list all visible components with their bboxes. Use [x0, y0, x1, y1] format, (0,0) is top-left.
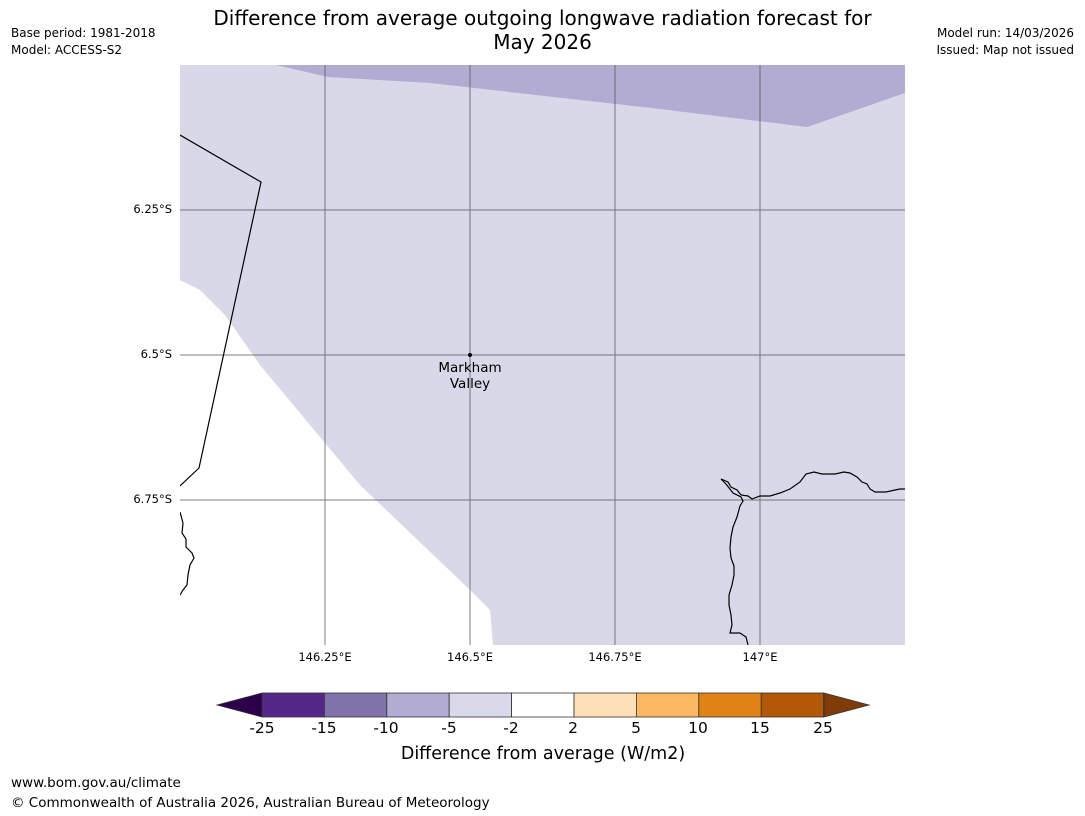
zone-minus10-to-minus5: [276, 65, 905, 127]
colorbar-segment-1: [324, 692, 388, 718]
colorbar-low-extend: [215, 692, 263, 718]
map-title-line1: Difference from average outgoing longwav…: [213, 6, 872, 30]
footer-url[interactable]: www.bom.gov.au/climate: [11, 775, 181, 791]
lon-label-147: 147°E: [742, 650, 778, 664]
colorbar-label-minus10: -10: [373, 719, 399, 737]
colorbar-title: Difference from average (W/m2): [400, 744, 686, 764]
colorbar: [215, 692, 871, 718]
map-title-line2: May 2026: [493, 30, 592, 54]
colorbar-label-15: 15: [750, 719, 770, 737]
colorbar-label-25: 25: [813, 719, 833, 737]
international-border: [180, 134, 262, 487]
colorbar-segment-8: [760, 692, 825, 718]
colorbar-label-minus2: -2: [503, 719, 519, 737]
markham-valley-marker[interactable]: [468, 353, 472, 357]
model-text: Model: ACCESS-S2: [11, 43, 123, 57]
map-title: Difference from average outgoing longwav…: [180, 6, 905, 54]
place-label-markham-valley: Markham Valley: [410, 360, 530, 392]
coastlines: [180, 134, 905, 645]
colorbar-label-2: 2: [568, 719, 578, 737]
coastline-river: [720, 478, 749, 645]
coastline-huon-gulf: [720, 471, 905, 500]
colorbar-segment-4: [511, 692, 575, 718]
model-run-text: Model run: 14/03/2026: [936, 26, 1074, 40]
footer-copyright: © Commonwealth of Australia 2026, Austra…: [11, 795, 490, 811]
lon-label-146-5: 146.5°E: [447, 650, 493, 664]
coastline-west: [180, 511, 195, 596]
colorbar-label-5: 5: [631, 719, 641, 737]
colorbar-high-extend: [823, 692, 871, 718]
lat-label-6-75: 6.75°S: [133, 492, 172, 506]
meta-left: Base period: 1981-2018 Model: ACCESS-S2: [11, 25, 156, 59]
colorbar-segment-2: [386, 692, 450, 718]
lon-label-146-75: 146.75°E: [588, 650, 642, 664]
colorbar-segment-3: [448, 692, 512, 718]
place-label-line2: Valley: [449, 376, 491, 392]
colorbar-label-minus15: -15: [311, 719, 337, 737]
colorbar-label-minus25: -25: [249, 719, 275, 737]
lat-label-6-5: 6.5°S: [140, 347, 172, 361]
colorbar-segment-6: [635, 692, 700, 718]
issued-text: Issued: Map not issued: [936, 43, 1074, 57]
meta-right: Model run: 14/03/2026 Issued: Map not is…: [936, 25, 1074, 59]
colorbar-segments: [261, 692, 825, 718]
lat-label-6-25: 6.25°S: [133, 202, 172, 216]
forecast-map[interactable]: [180, 65, 905, 645]
lon-label-146-25: 146.25°E: [298, 650, 352, 664]
colorbar-label-minus5: -5: [441, 719, 457, 737]
colorbar-label-10: 10: [688, 719, 708, 737]
place-label-line1: Markham: [438, 360, 502, 376]
colorbar-segment-7: [698, 692, 762, 718]
colorbar-segment-0: [261, 692, 325, 718]
colorbar-segment-5: [573, 692, 637, 718]
base-period-text: Base period: 1981-2018: [11, 26, 156, 40]
